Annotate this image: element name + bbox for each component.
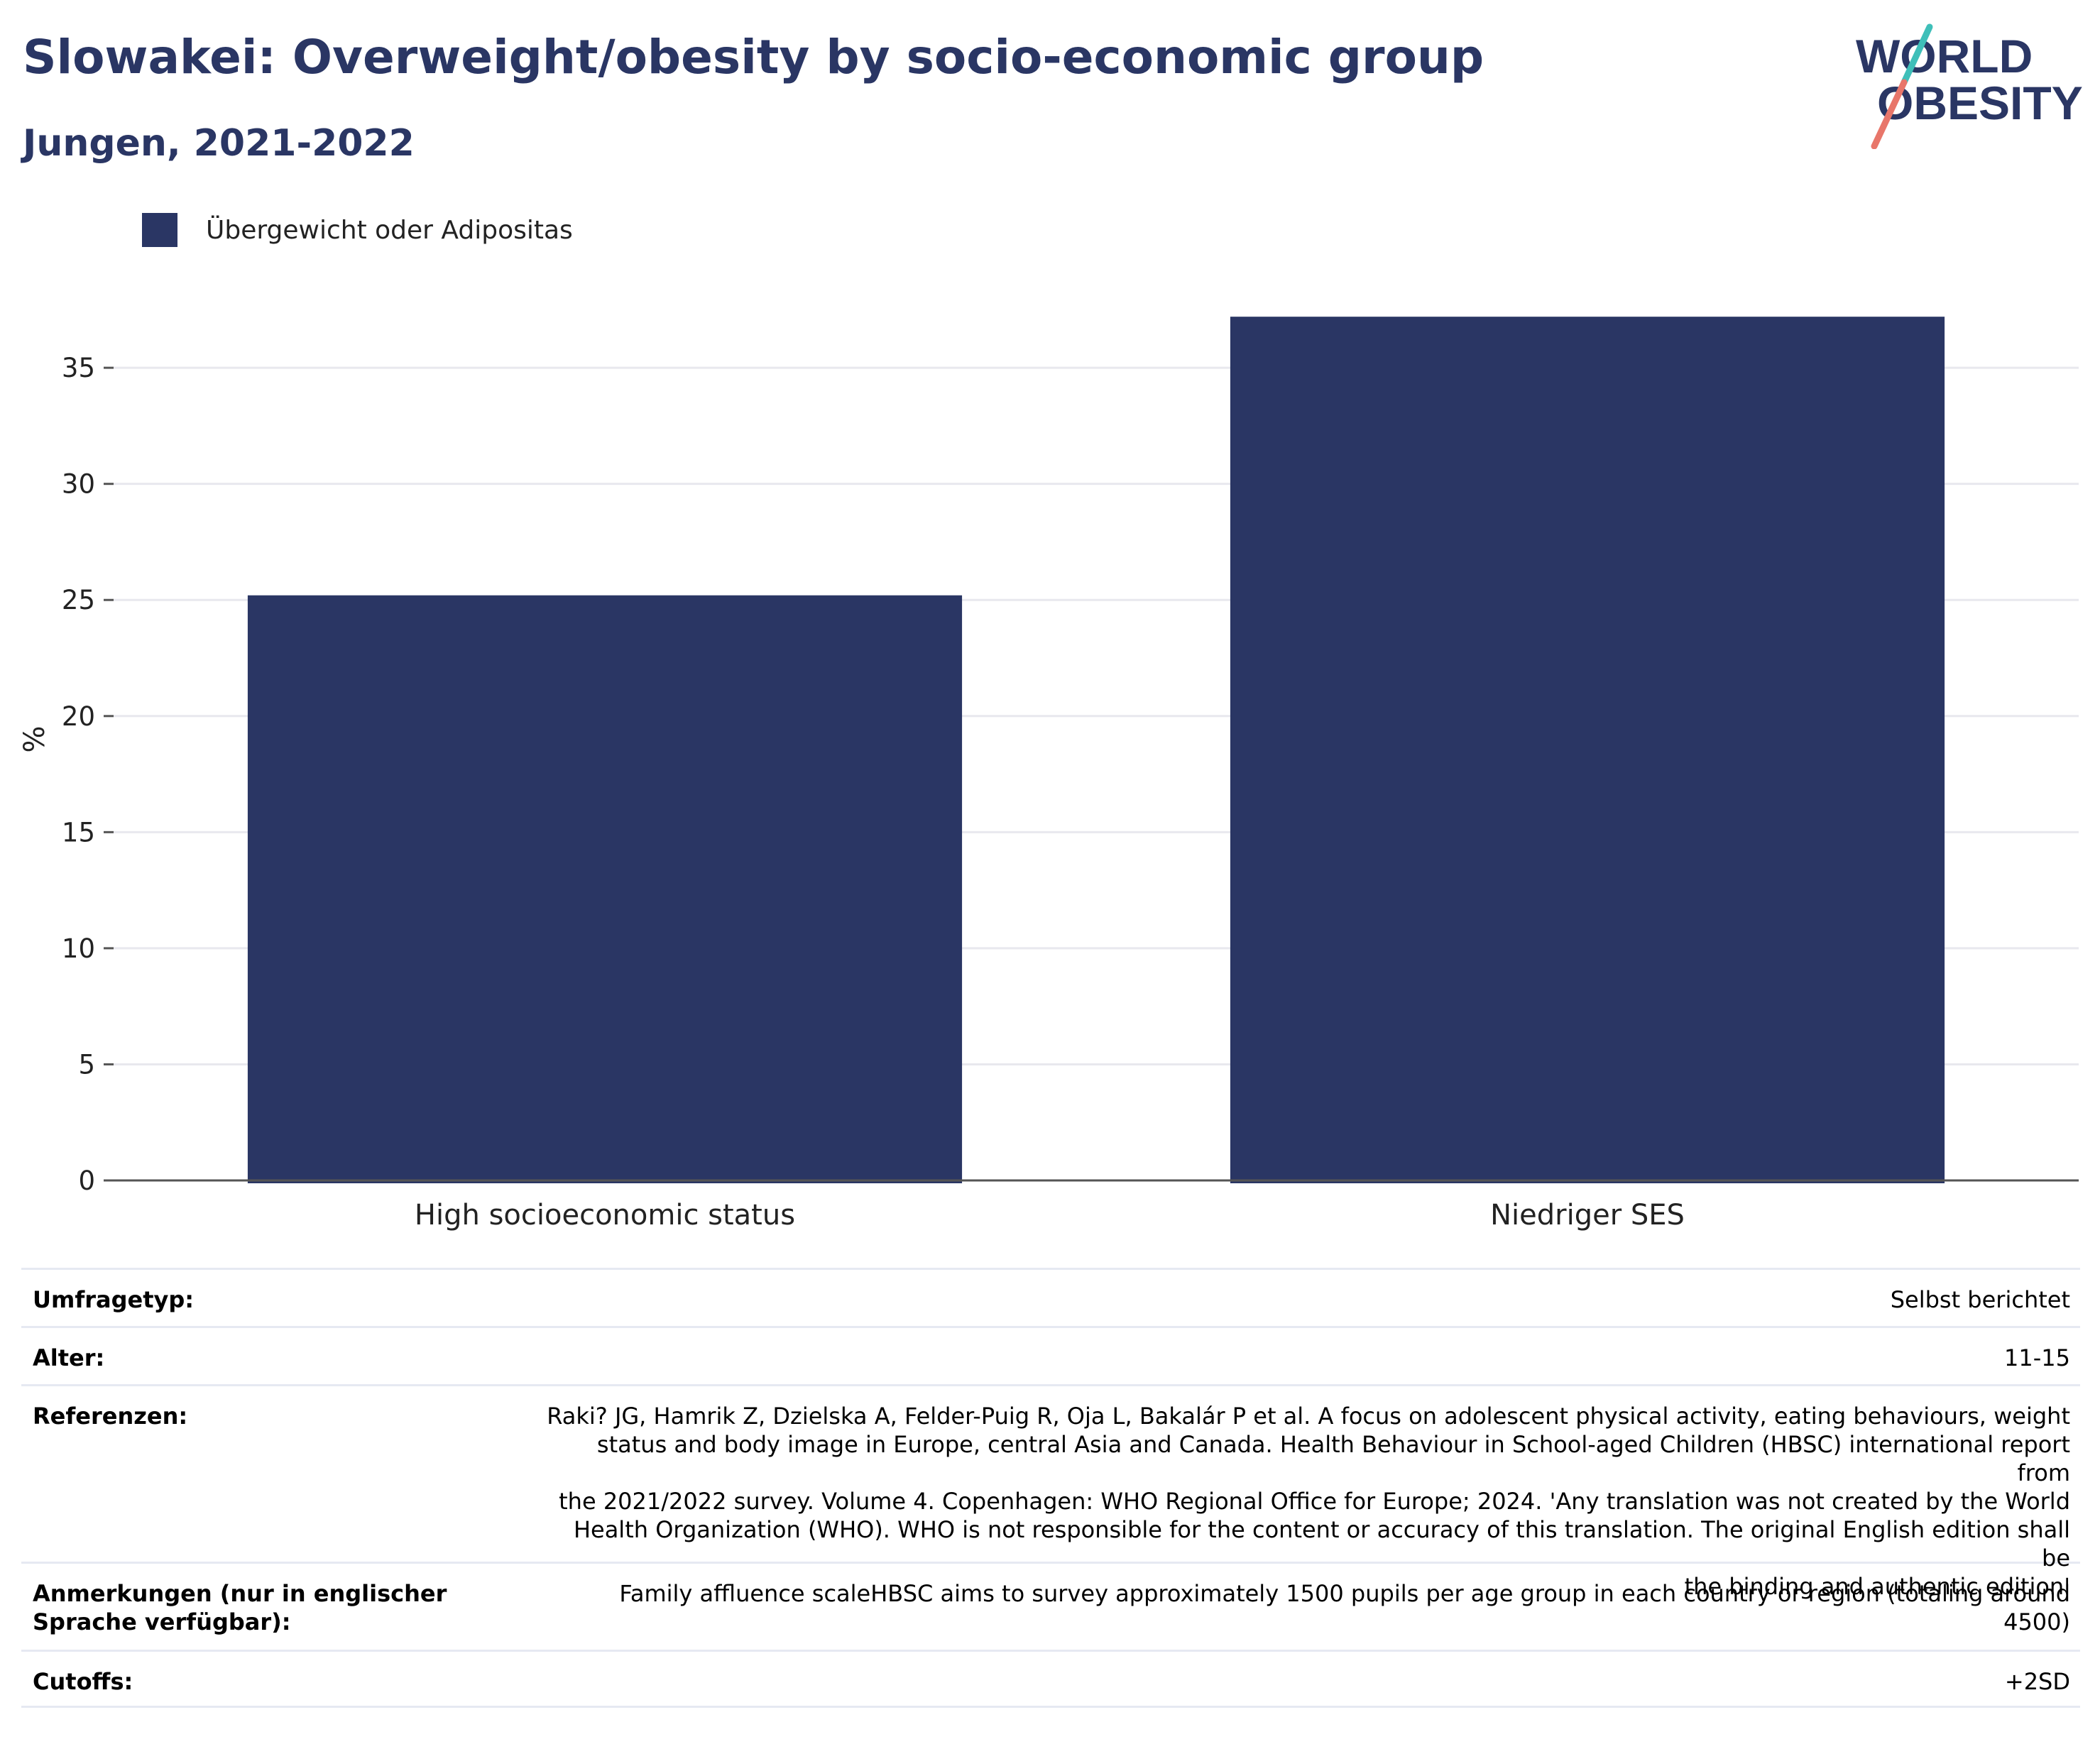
info-key-age: Alter:: [33, 1344, 105, 1371]
info-value-age: 11-15: [2004, 1344, 2070, 1371]
info-value-references: Raki? JG, Hamrik Z, Dzielska A, Felder-P…: [544, 1402, 2070, 1601]
x-axis-labels: High socioeconomic status Niedriger SES: [415, 1199, 1685, 1232]
reference-line: the binding and authentic edition': [1684, 1573, 2070, 1600]
y-tick-label: 0: [78, 1166, 95, 1196]
bar: [1230, 317, 1945, 1183]
info-row-cutoffs: Cutoffs: +2SD: [21, 1650, 2080, 1708]
info-value-notes: Family affluence scaleHBSC aims to surve…: [619, 1580, 2070, 1635]
y-axis-ticks: 0 5 10 15 20 25 30 35: [62, 353, 114, 1196]
y-tick-label: 25: [62, 585, 95, 615]
chart-subtitle: Jungen, 2021-2022: [23, 122, 415, 165]
y-tick-label: 35: [62, 353, 95, 383]
info-row-notes: Anmerkungen (nur in englischer Sprache v…: [21, 1562, 2080, 1650]
info-value-cutoffs: +2SD: [2004, 1668, 2070, 1695]
reference-line: Health Organization (WHO). WHO is not re…: [573, 1516, 2070, 1572]
bar-chart: Übergewicht oder Adipositas 0 5 10 15 20 25 30…: [18, 213, 2079, 1232]
y-tick-label: 20: [62, 701, 95, 732]
reference-line: Raki? JG, Hamrik Z, Dzielska A, Felder-P…: [547, 1403, 2070, 1430]
info-value-survey-type: Selbst berichtet: [1890, 1286, 2070, 1313]
info-table: Umfragetyp: Selbst berichtet Alter: 11-1…: [21, 1268, 2080, 1708]
bar: [247, 595, 963, 1183]
chart-title: Slowakei: Overweight/obesity by socio-ec…: [23, 30, 1484, 84]
x-tick-label: Niedriger SES: [1490, 1199, 1685, 1232]
y-tick-label: 30: [62, 469, 95, 500]
logo-word-obesity: OBESITY: [1877, 77, 2083, 129]
info-key-survey-type: Umfragetyp:: [33, 1286, 195, 1313]
y-axis-label: %: [18, 725, 51, 752]
logo-word-world: WORLD: [1856, 30, 2033, 82]
legend: Übergewicht oder Adipositas: [142, 213, 573, 247]
world-obesity-logo: WORLD OBESITY: [1856, 23, 2083, 149]
legend-label: Übergewicht oder Adipositas: [206, 215, 573, 245]
y-tick-label: 10: [62, 933, 95, 964]
y-tick-label: 15: [62, 817, 95, 848]
reference-line: status and body image in Europe, central…: [596, 1431, 2070, 1486]
logo-slash-teal: [1901, 23, 1933, 86]
logo-slash-coral: [1871, 79, 1908, 149]
bars: [247, 317, 1945, 1183]
info-row-survey-type: Umfragetyp: Selbst berichtet: [21, 1268, 2080, 1326]
info-key-notes: Anmerkungen (nur in englischer Sprache v…: [33, 1580, 447, 1635]
legend-swatch: [142, 213, 177, 247]
info-key-references: Referenzen:: [33, 1403, 188, 1430]
info-key-cutoffs: Cutoffs:: [33, 1668, 133, 1695]
x-tick-label: High socioeconomic status: [415, 1199, 795, 1232]
y-tick-label: 5: [78, 1049, 95, 1080]
info-row-references: Referenzen: Raki? JG, Hamrik Z, Dzielska…: [21, 1384, 2080, 1600]
info-row-age: Alter: 11-15: [21, 1326, 2080, 1384]
reference-line: the 2021/2022 survey. Volume 4. Copenhag…: [559, 1488, 2070, 1515]
